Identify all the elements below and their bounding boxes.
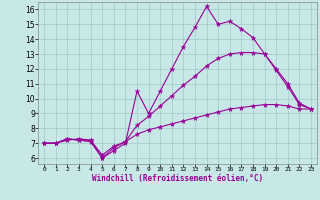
X-axis label: Windchill (Refroidissement éolien,°C): Windchill (Refroidissement éolien,°C): [92, 174, 263, 183]
